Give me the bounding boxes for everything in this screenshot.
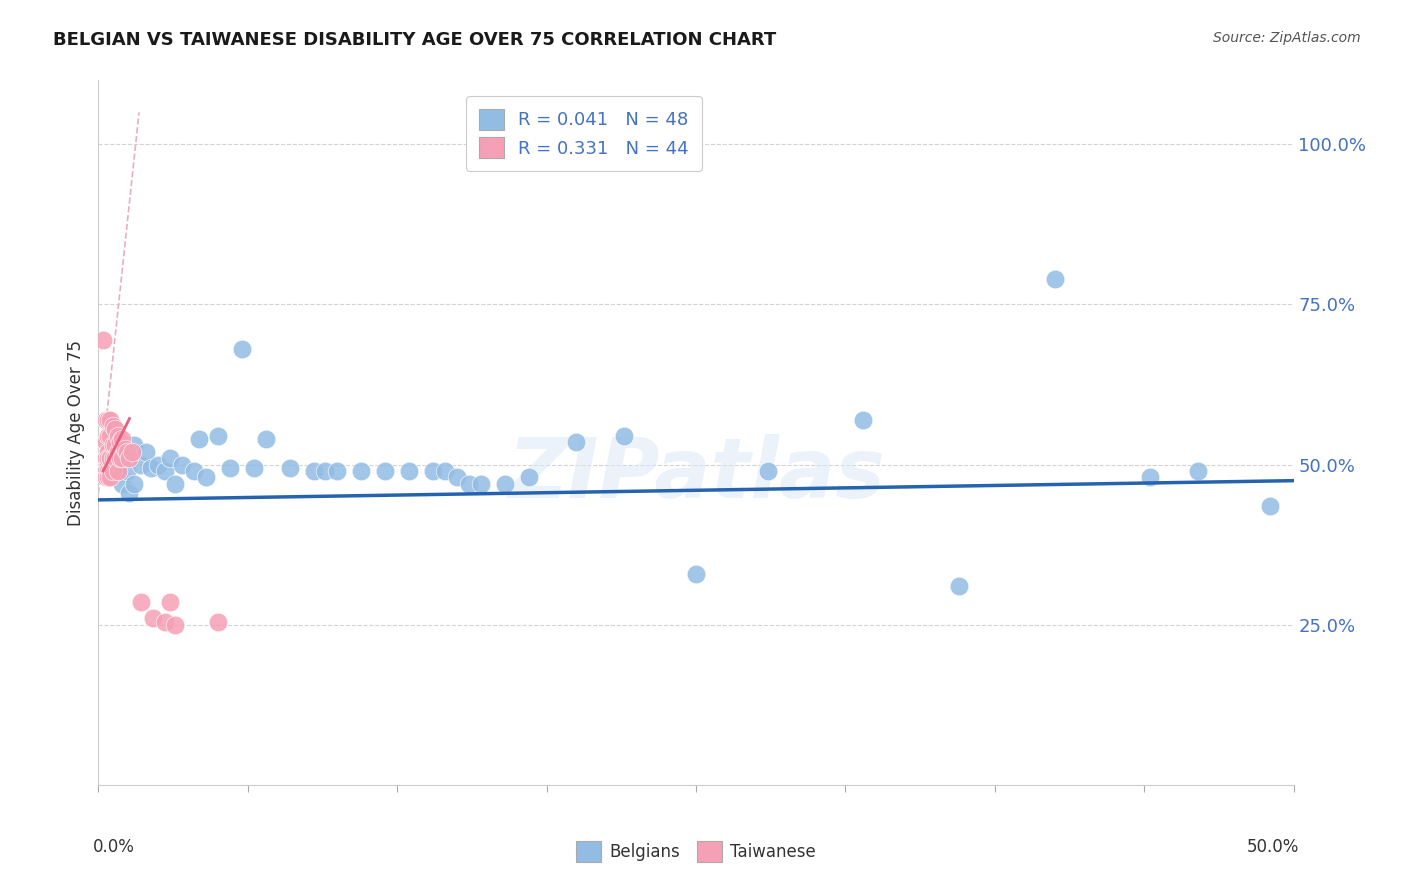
Point (142, 611, 165, 625)
Point (1043, 272, 1066, 286)
Point (108, 435, 131, 450)
Point (172, 458, 194, 472)
Point (278, 461, 301, 475)
Point (98, 429, 122, 443)
Point (98, 467, 122, 482)
Point (163, 617, 186, 632)
Point (470, 476, 492, 491)
Point (91, 333, 114, 347)
Point (97, 445, 120, 459)
Point (114, 442, 136, 456)
Point (243, 461, 266, 475)
Point (446, 470, 468, 484)
Point (98, 470, 122, 484)
Point (434, 464, 457, 478)
Point (121, 445, 143, 459)
Point (315, 464, 337, 478)
Point (219, 461, 242, 475)
Point (517, 470, 540, 484)
Text: 0.0%: 0.0% (93, 838, 135, 855)
Point (94, 451, 117, 466)
Point (195, 470, 218, 484)
Point (163, 476, 186, 491)
Point (159, 451, 181, 466)
Point (115, 445, 138, 459)
Point (101, 438, 124, 452)
Point (94, 413, 117, 427)
Point (111, 451, 134, 466)
Point (1258, 500, 1281, 514)
Point (111, 432, 134, 446)
Point (565, 435, 588, 450)
Point (494, 476, 516, 491)
Point (139, 461, 162, 475)
Point (104, 438, 127, 452)
Point (107, 429, 129, 443)
Point (118, 486, 141, 500)
Text: BELGIAN VS TAIWANESE DISABILITY AGE OVER 75 CORRELATION CHART: BELGIAN VS TAIWANESE DISABILITY AGE OVER… (53, 31, 776, 49)
Point (94, 464, 117, 478)
Point (326, 464, 349, 478)
Y-axis label: Disability Age Over 75: Disability Age Over 75 (66, 340, 84, 525)
Point (97, 413, 120, 427)
Point (97, 470, 120, 484)
Text: Source: ZipAtlas.com: Source: ZipAtlas.com (1213, 31, 1361, 45)
Point (118, 451, 141, 466)
Point (108, 451, 131, 466)
Point (948, 579, 970, 593)
Point (613, 429, 636, 443)
Point (302, 464, 325, 478)
Point (183, 464, 205, 478)
Point (101, 451, 124, 466)
Point (155, 615, 177, 629)
Point (374, 464, 396, 478)
Point (207, 429, 229, 443)
Point (148, 458, 170, 472)
Point (107, 464, 129, 478)
Point (1187, 464, 1209, 478)
Point (97, 451, 120, 466)
Point (98, 413, 122, 427)
Point (94, 435, 117, 450)
Point (94, 451, 117, 466)
Point (104, 422, 127, 436)
Point (398, 464, 420, 478)
Point (111, 476, 134, 491)
Point (115, 464, 138, 478)
Point (131, 458, 153, 472)
Point (98, 451, 122, 466)
Point (135, 445, 157, 459)
Point (107, 464, 129, 478)
Text: ZIPatlas: ZIPatlas (508, 434, 884, 516)
Point (107, 445, 129, 459)
Point (231, 343, 253, 357)
Point (187, 432, 209, 446)
Text: 50.0%: 50.0% (1247, 838, 1299, 855)
Point (124, 476, 146, 491)
Point (131, 595, 153, 609)
Point (852, 413, 875, 427)
Point (422, 464, 444, 478)
Point (98, 464, 122, 478)
Point (97, 464, 120, 478)
Point (101, 464, 124, 478)
Legend: Belgians, Taiwanese: Belgians, Taiwanese (569, 835, 823, 868)
Point (101, 419, 124, 434)
Point (124, 438, 146, 452)
Point (98, 451, 122, 466)
Point (97, 458, 120, 472)
Point (756, 464, 779, 478)
Point (94, 470, 117, 484)
Point (97, 429, 120, 443)
Point (155, 464, 177, 478)
Point (350, 464, 373, 478)
Point (1139, 470, 1161, 484)
Point (159, 595, 181, 609)
Point (104, 451, 127, 466)
Point (111, 451, 134, 466)
Point (254, 432, 277, 446)
Point (685, 566, 707, 581)
Point (458, 476, 481, 491)
Point (207, 615, 229, 629)
